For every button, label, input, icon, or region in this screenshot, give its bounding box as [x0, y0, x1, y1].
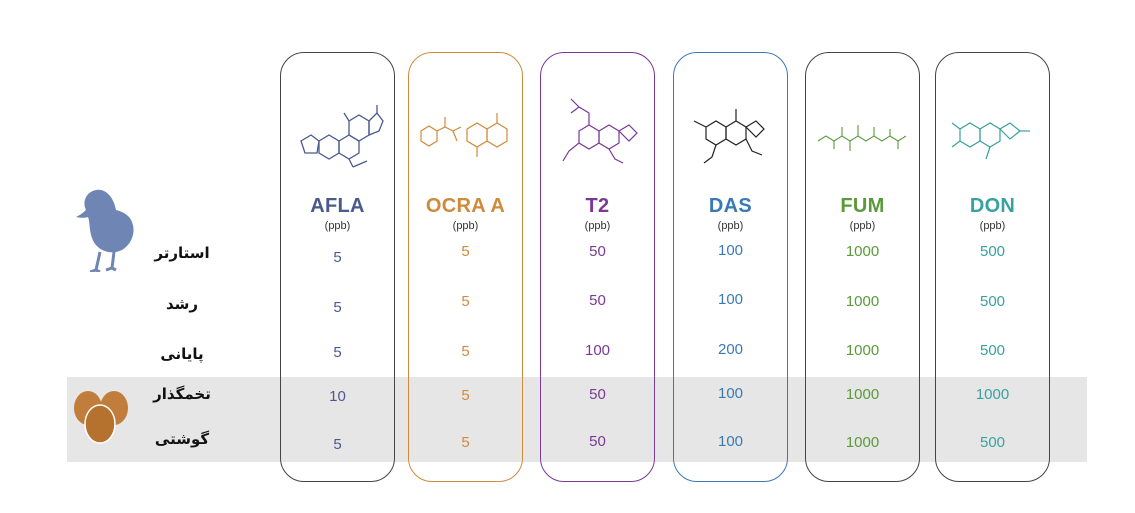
row-label-starter: استارتر [154, 244, 210, 262]
value-cell: 5 [461, 434, 470, 451]
value-cell: 1000 [845, 243, 880, 260]
value-cell: 500 [979, 434, 1006, 451]
value-cell: 1000 [845, 386, 880, 403]
value-cell: 500 [979, 342, 1006, 359]
column-ocra-a: OCRA A (ppb) 5 5 5 5 5 [408, 52, 523, 482]
value-cell: 500 [979, 243, 1006, 260]
value-cell: 500 [979, 293, 1006, 310]
row-label-grower: رشد [165, 295, 199, 313]
value-cell: 50 [589, 243, 606, 260]
value-cell: 100 [717, 385, 744, 402]
unit-label: (ppb) [324, 220, 351, 232]
unit-label: (ppb) [452, 220, 479, 232]
toxin-name: DAS [708, 195, 753, 217]
value-cell: 1000 [845, 293, 880, 310]
eggs-icon [74, 391, 128, 444]
row-label-broiler: گوشتی [154, 430, 210, 448]
toxin-name: T2 [585, 195, 610, 217]
t2-molecule-icon [562, 98, 638, 164]
value-cell: 1000 [845, 434, 880, 451]
value-cell: 5 [461, 243, 470, 260]
column-afla: AFLA (ppb) 5 5 5 10 5 [280, 52, 395, 482]
value-cell: 200 [717, 341, 744, 358]
value-cell: 50 [589, 433, 606, 450]
ocra-molecule-icon [420, 113, 508, 157]
column-das: DAS (ppb) 100 100 200 100 100 [673, 52, 788, 482]
value-cell: 10 [329, 388, 346, 405]
toxin-name: AFLA [310, 195, 365, 217]
afla-molecule-icon [300, 105, 384, 168]
value-cell: 1000 [975, 386, 1010, 403]
fum-molecule-icon [817, 125, 907, 151]
value-cell: 50 [589, 292, 606, 309]
column-don: DON (ppb) 500 500 500 1000 500 [935, 52, 1050, 482]
unit-label: (ppb) [979, 220, 1006, 232]
value-cell: 100 [717, 291, 744, 308]
unit-label: (ppb) [717, 220, 744, 232]
column-fum: FUM (ppb) 1000 1000 1000 1000 1000 [805, 52, 920, 482]
value-cell: 1000 [845, 342, 880, 359]
value-cell: 5 [333, 249, 342, 266]
value-cell: 50 [589, 386, 606, 403]
toxin-name: OCRA A [425, 195, 506, 217]
value-cell: 100 [717, 242, 744, 259]
value-cell: 5 [461, 343, 470, 360]
row-label-finisher: پایانی [160, 345, 204, 363]
column-t2: T2 (ppb) 50 50 100 50 50 [540, 52, 655, 482]
unit-label: (ppb) [584, 220, 611, 232]
value-cell: 5 [333, 344, 342, 361]
das-molecule-icon [693, 109, 765, 164]
don-molecule-icon [951, 122, 1030, 160]
value-cell: 5 [333, 299, 342, 316]
layer-broiler-band [67, 377, 1087, 462]
value-cell: 100 [584, 342, 611, 359]
toxin-name: FUM [840, 195, 885, 217]
chick-icon [76, 189, 134, 272]
toxin-name: DON [969, 195, 1016, 217]
row-label-layer: تخمگذار [153, 385, 211, 403]
value-cell: 5 [461, 387, 470, 404]
value-cell: 5 [333, 436, 342, 453]
value-cell: 5 [461, 293, 470, 310]
unit-label: (ppb) [849, 220, 876, 232]
value-cell: 100 [717, 433, 744, 450]
